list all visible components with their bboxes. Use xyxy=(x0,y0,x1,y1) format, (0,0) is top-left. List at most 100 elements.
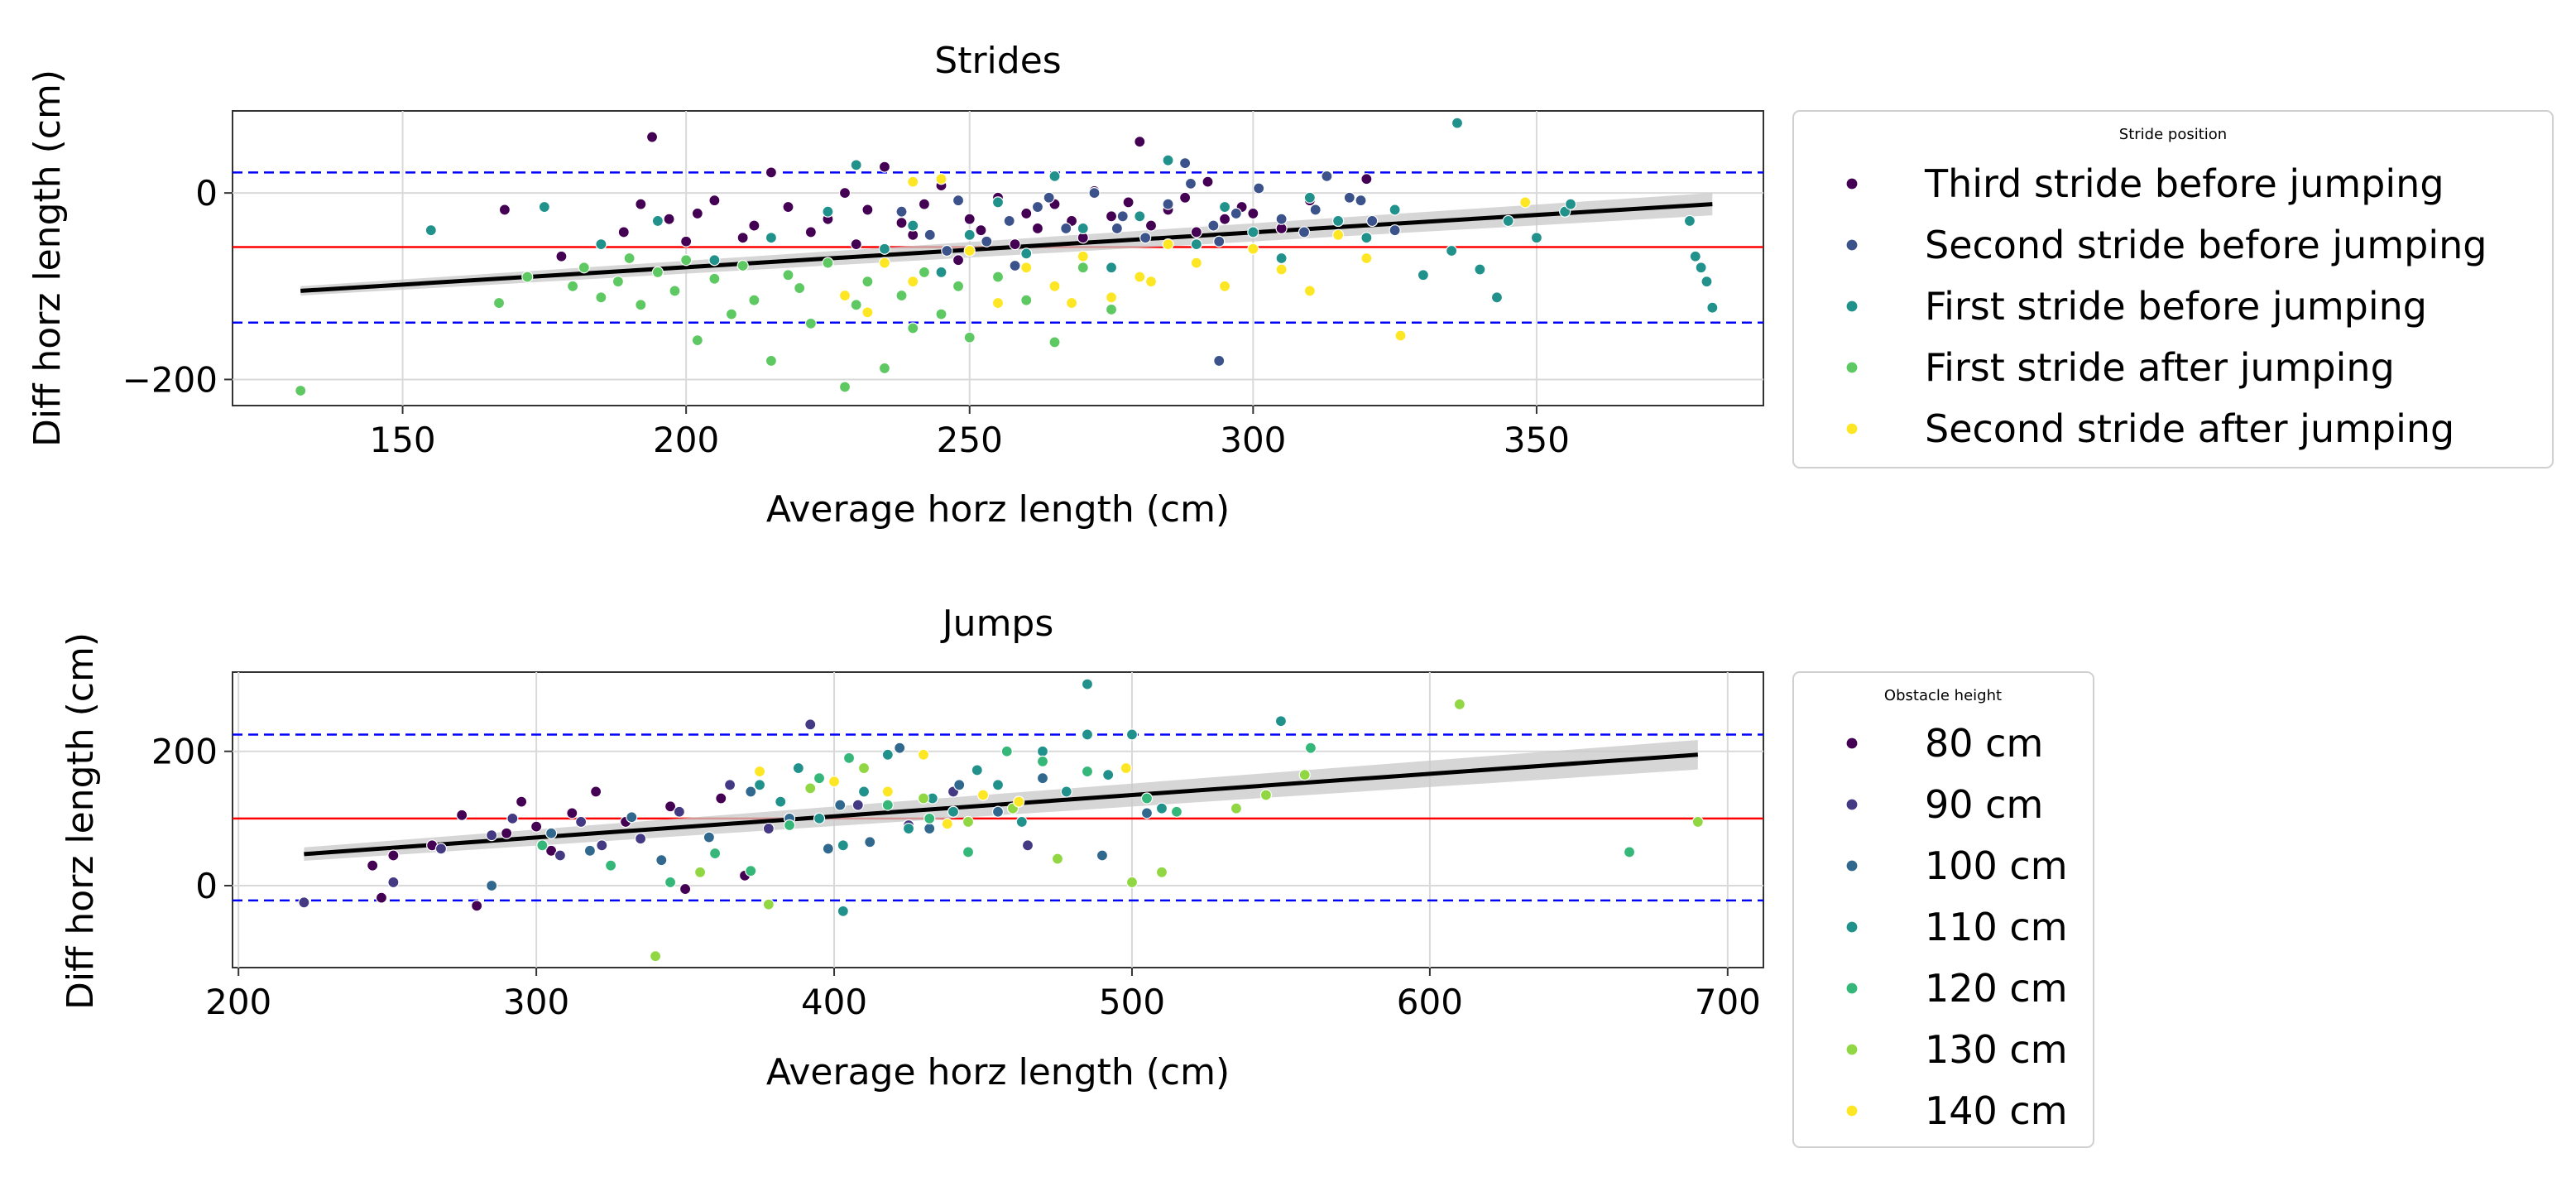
jumps-point-series-2 xyxy=(762,822,775,835)
jumps-point-series-1 xyxy=(679,882,692,896)
strides-point-series-5 xyxy=(1048,280,1061,292)
strides-point-series-1 xyxy=(1020,207,1033,220)
strides-point-series-1 xyxy=(680,235,693,247)
jumps-point-series-5 xyxy=(813,772,826,785)
jumps-legend-marker xyxy=(1845,798,1859,811)
strides-point-series-1 xyxy=(918,198,931,210)
jumps-title: Jumps xyxy=(940,603,1054,645)
jumps-point-series-3 xyxy=(655,854,668,867)
strides-point-series-3 xyxy=(1360,232,1373,244)
strides-point-series-3 xyxy=(1490,291,1504,304)
strides-point-series-5 xyxy=(838,289,851,302)
strides-point-series-5 xyxy=(907,276,919,288)
strides-x-axis-label: Average horz length (cm) xyxy=(766,488,1230,531)
strides-point-series-5 xyxy=(861,306,874,319)
jumps-point-series-3 xyxy=(894,742,906,754)
strides-point-series-3 xyxy=(878,243,891,255)
jumps-point-series-6 xyxy=(693,866,707,878)
jumps-point-series-3 xyxy=(822,843,834,855)
strides-point-series-1 xyxy=(765,166,778,179)
jumps-x-tick-label: 700 xyxy=(1695,982,1761,1022)
jumps-point-series-4 xyxy=(813,812,826,824)
strides-point-series-5 xyxy=(991,296,1005,310)
strides-point-series-2 xyxy=(1139,232,1152,244)
strides-point-series-1 xyxy=(708,195,721,207)
strides-point-series-1 xyxy=(1218,213,1231,225)
jumps-point-series-2 xyxy=(723,779,736,791)
jumps-legend-label: 90 cm xyxy=(1925,782,2043,827)
strides-point-series-5 xyxy=(1077,250,1089,262)
jumps-point-series-6 xyxy=(917,792,930,805)
jumps-point-series-6 xyxy=(1453,698,1465,711)
jumps-y-axis-label: Diff horz length (cm) xyxy=(60,632,102,1010)
jumps-point-series-7 xyxy=(976,789,990,801)
jumps-point-series-3 xyxy=(953,779,966,791)
jumps-point-series-5 xyxy=(605,859,617,872)
jumps-reference-lines xyxy=(233,733,1763,902)
strides-point-series-3 xyxy=(538,200,550,214)
jumps-point-series-6 xyxy=(1051,853,1064,865)
strides-point-series-2 xyxy=(1230,207,1242,220)
jumps-point-series-4 xyxy=(837,839,849,852)
jumps-point-series-4 xyxy=(753,779,766,791)
jumps-x-tick-label: 200 xyxy=(205,982,271,1022)
jumps-point-series-5 xyxy=(536,839,549,852)
jumps-legend-title: Obstacle height xyxy=(1884,687,2002,704)
jumps-point-series-2 xyxy=(1021,839,1034,852)
strides-point-series-4 xyxy=(669,285,681,297)
strides-x-tick-label: 250 xyxy=(937,420,1003,460)
strides-point-series-4 xyxy=(804,317,817,329)
strides-point-series-5 xyxy=(1519,196,1532,209)
strides-point-series-3 xyxy=(1190,238,1202,251)
jumps-x-tick-label: 300 xyxy=(503,982,569,1022)
strides-point-series-3 xyxy=(1683,214,1696,228)
strides-legend: Stride position Third stride before jump… xyxy=(1792,110,2554,468)
strides-plot-area xyxy=(232,110,1764,406)
strides-point-series-4 xyxy=(612,276,625,288)
strides-point-series-3 xyxy=(1701,276,1713,288)
strides-point-series-2 xyxy=(981,235,993,247)
strides-y-axis-label: Diff horz length (cm) xyxy=(26,70,69,447)
strides-point-series-2 xyxy=(1213,235,1226,247)
strides-legend-box xyxy=(1792,110,2554,468)
strides-point-series-4 xyxy=(680,254,693,267)
jumps-point-series-2 xyxy=(596,839,608,852)
strides-point-series-4 xyxy=(623,252,636,265)
jumps-plot-area xyxy=(232,671,1764,968)
jumps-point-series-7 xyxy=(1013,795,1025,808)
jumps-point-series-6 xyxy=(1259,789,1273,801)
strides-point-series-2 xyxy=(1043,191,1055,204)
jumps-point-series-3 xyxy=(545,827,558,839)
jumps-point-series-5 xyxy=(962,846,975,858)
jumps-legend-marker xyxy=(1845,1104,1859,1117)
strides-legend-title: Stride position xyxy=(2119,126,2227,143)
strides-point-series-5 xyxy=(878,257,891,269)
strides-point-series-4 xyxy=(1105,303,1118,316)
jumps-point-series-4 xyxy=(1081,678,1094,690)
jumps-point-series-5 xyxy=(1036,755,1049,768)
strides-point-series-1 xyxy=(850,238,862,251)
strides-point-series-4 xyxy=(725,308,738,320)
jumps-point-series-1 xyxy=(545,844,558,857)
strides-point-series-2 xyxy=(1179,156,1192,170)
strides-point-series-3 xyxy=(850,159,862,171)
strides-point-series-4 xyxy=(952,280,965,292)
strides-point-series-2 xyxy=(1343,191,1355,204)
strides-point-series-4 xyxy=(578,262,590,274)
strides-point-series-2 xyxy=(1298,226,1311,238)
strides-point-series-3 xyxy=(1417,269,1429,281)
jumps-tick-labels: 200 300 400 500 600 700 200 0 xyxy=(151,732,1761,1022)
strides-point-series-3 xyxy=(1247,226,1259,238)
jumps-point-series-4 xyxy=(775,795,787,808)
jumps-point-series-4 xyxy=(1274,715,1288,728)
strides-legend-label: Second stride after jumping xyxy=(1925,406,2454,451)
strides-point-series-1 xyxy=(1009,238,1021,251)
strides-point-series-3 xyxy=(595,238,607,251)
strides-point-series-2 xyxy=(941,244,953,257)
strides-point-series-4 xyxy=(521,271,534,283)
strides-point-series-2 xyxy=(1207,219,1220,232)
strides-point-series-3 xyxy=(1474,263,1486,276)
strides-panel: Strides 150 200 250 300 350 0 −200 Average hor… xyxy=(26,40,2554,531)
jumps-point-series-4 xyxy=(991,779,1005,791)
strides-point-series-1 xyxy=(1179,191,1192,204)
